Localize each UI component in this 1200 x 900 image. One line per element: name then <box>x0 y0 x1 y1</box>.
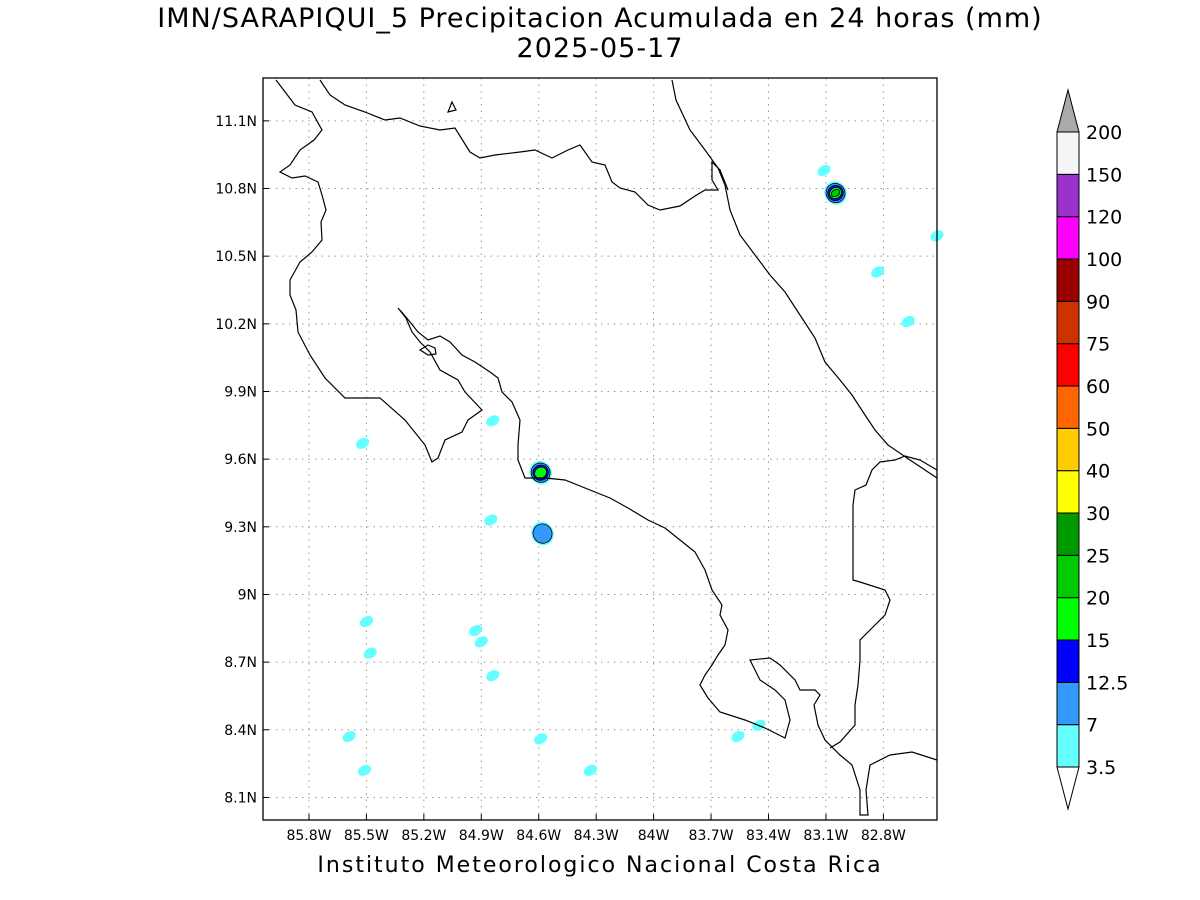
colorbar-label: 30 <box>1086 503 1110 525</box>
lon-tick-label: 85.2W <box>401 828 446 844</box>
colorbar-label: 3.5 <box>1086 757 1116 779</box>
colorbar-label: 25 <box>1086 545 1110 567</box>
coastline-borders <box>275 79 938 816</box>
colorbar-over-arrow <box>1056 88 1080 133</box>
rain-contour-3.5mm <box>356 437 370 449</box>
rain-contour-3.5mm <box>534 733 548 745</box>
colorbar-label: 20 <box>1086 588 1110 610</box>
rain-contour-3.5mm <box>474 636 488 648</box>
colorbar-swatch <box>1056 385 1080 429</box>
nicaragua-north-coast <box>319 79 729 211</box>
lat-tick-label: 9.3N <box>224 520 257 536</box>
rain-contour-3.5mm <box>363 647 377 659</box>
colorbar-swatch <box>1056 681 1080 726</box>
rain-contour-7mm <box>532 523 553 544</box>
rain-contour-3.5mm <box>357 764 372 776</box>
rain-contour-15mm <box>534 466 548 479</box>
colorbar-label: 120 <box>1086 207 1122 229</box>
lon-tick-label: 85.5W <box>344 828 389 844</box>
rain-contour-20mm <box>830 189 841 198</box>
rain-contour-3.5mm <box>486 670 500 682</box>
rain-contour-3.5mm <box>817 164 831 177</box>
colorbar-under-arrow <box>1056 766 1080 811</box>
lat-tick-label: 10.2N <box>215 317 257 333</box>
colorbar-swatch <box>1056 470 1080 514</box>
lat-tick-label: 11.1N <box>215 114 257 130</box>
lon-tick-label: 84.6W <box>516 828 561 844</box>
lat-tick-label: 8.7N <box>224 655 257 671</box>
caribbean-coast <box>671 79 938 479</box>
lat-tick-label: 10.8N <box>215 182 257 198</box>
colorbar-swatch <box>1056 258 1080 302</box>
colorbar-swatch <box>1056 427 1080 472</box>
lat-tick-label: 9N <box>238 587 257 603</box>
lon-tick-label: 83.7W <box>689 828 734 844</box>
rain-contour-3.5mm <box>468 624 483 637</box>
lat-tick-label: 10.5N <box>215 249 257 265</box>
rain-contour-3.5mm <box>583 764 597 776</box>
colorbar-legend: 3.5 7 12.5 15 20 25 30 40 50 60 75 90 100 120 150 200 <box>1056 88 1128 811</box>
colorbar-swatch <box>1056 724 1080 768</box>
rain-contour-3.5mm <box>731 730 745 743</box>
colorbar-label: 12.5 <box>1086 672 1128 694</box>
rain-contour-3.5mm <box>342 730 356 743</box>
colorbar-label: 15 <box>1086 630 1110 652</box>
colorbar-label: 50 <box>1086 418 1110 440</box>
colorbar-label: 100 <box>1086 249 1122 271</box>
lat-tick-label: 8.1N <box>224 790 257 806</box>
colorbar-swatch <box>1056 173 1080 218</box>
island-2 <box>447 100 457 113</box>
colorbar-label: 40 <box>1086 461 1110 483</box>
map-plot-area <box>263 78 937 820</box>
map-footer-credit: Instituto Meteorologico Nacional Costa R… <box>317 853 883 878</box>
map-title-line-2-date: 2025-05-17 <box>516 33 684 64</box>
lon-tick-label: 82.8W <box>861 828 906 844</box>
island-1 <box>418 344 437 356</box>
lon-tick-label: 85.8W <box>286 828 331 844</box>
colorbar-label: 75 <box>1086 334 1110 356</box>
rain-contour-3.5mm <box>901 316 915 328</box>
colorbar-swatch <box>1056 554 1080 599</box>
lat-tick-label: 9.9N <box>224 384 257 400</box>
colorbar-swatch <box>1056 300 1080 345</box>
lon-tick-label: 84.3W <box>574 828 619 844</box>
colorbar-swatch <box>1056 639 1080 683</box>
lon-tick-label: 84W <box>638 828 670 844</box>
map-title-line-1: IMN/SARAPIQUI_5 Precipitacion Acumulada … <box>157 3 1043 34</box>
lon-tick-label: 83.1W <box>803 828 848 844</box>
longitude-axis: 85.8W 85.5W 85.2W 84.9W 84.6W 84.3W 84W 83.7W 83… <box>286 814 906 844</box>
colorbar-swatch <box>1056 216 1080 260</box>
nicaragua-lake-shore <box>275 79 483 463</box>
map-frame <box>262 77 938 821</box>
colorbar-swatch <box>1056 597 1080 641</box>
colorbar-label: 150 <box>1086 164 1122 186</box>
colorbar-label: 90 <box>1086 291 1110 313</box>
rain-contour-3.5mm <box>871 266 885 278</box>
lat-tick-label: 9.6N <box>224 452 257 468</box>
panama-border <box>829 455 938 749</box>
latitude-axis: 11.1N 10.8N 10.5N 10.2N 9.9N 9.6N 9.3N 9N 8.7N 8.… <box>215 114 269 806</box>
rain-contour-3.5mm <box>484 514 498 526</box>
colorbar-label: 200 <box>1086 122 1122 144</box>
rain-contour-3.5mm <box>359 615 373 628</box>
lon-tick-label: 83.4W <box>746 828 791 844</box>
colorbar-swatch <box>1056 512 1080 556</box>
colorbar-swatch <box>1056 131 1080 175</box>
lon-tick-label: 84.9W <box>459 828 504 844</box>
colorbar-label: 60 <box>1086 376 1110 398</box>
colorbar-swatch <box>1056 343 1080 387</box>
colorbar-label: 7 <box>1086 715 1098 737</box>
pacific-coast <box>399 309 938 816</box>
lat-tick-label: 8.4N <box>224 723 257 739</box>
map-grid <box>263 78 937 820</box>
rain-contour-3.5mm <box>486 415 500 427</box>
